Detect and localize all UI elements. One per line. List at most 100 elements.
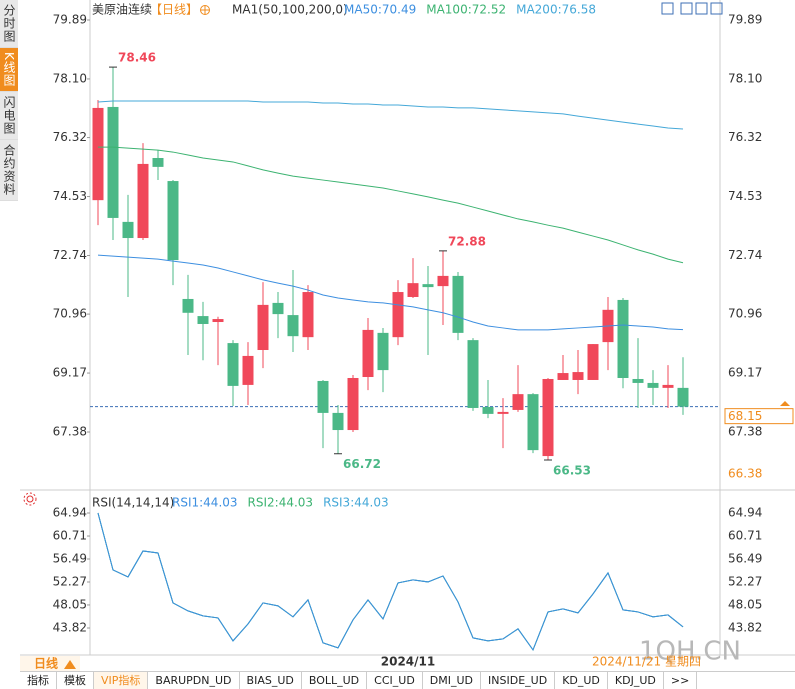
candle-body: [452, 275, 464, 333]
candle-body: [242, 355, 254, 385]
sidebar: 分时图 K线图 闪电图 合约资料: [0, 0, 18, 201]
y-tick-label-right: 60.71: [728, 529, 762, 543]
tool-tab[interactable]: BOLL_UD: [302, 672, 368, 689]
ma-line: [97, 100, 684, 130]
y-tick-label: 48.05: [53, 597, 87, 611]
y-tick-label: 79.89: [53, 13, 87, 27]
last-price-label: 68.15: [728, 409, 762, 423]
chart-title: 美原油连续: [92, 2, 152, 17]
rsi-icon-ring: [23, 492, 37, 506]
candle-body: [377, 332, 389, 371]
period-button[interactable]: 日线: [34, 656, 58, 671]
tool-tab[interactable]: KDJ_UD: [608, 672, 664, 689]
tool-tab[interactable]: DMI_UD: [423, 672, 482, 689]
candle-body: [287, 315, 299, 337]
legend-entry: MA100:72.52: [426, 3, 506, 17]
annotation: 78.46: [118, 51, 156, 65]
tool-tab[interactable]: 模板: [57, 672, 94, 689]
indicator-label: MA1(50,100,200,0): [232, 3, 348, 17]
y-tick-label-right: 76.32: [728, 130, 762, 144]
y-tick-label: 43.82: [53, 620, 87, 634]
add-icon[interactable]: [200, 5, 210, 15]
y-tick-label-right: 52.27: [728, 574, 762, 588]
watermark: 1QH.CN: [639, 637, 741, 667]
candle-body: [677, 387, 689, 407]
candle-body: [197, 316, 209, 324]
add-icon-circle: [200, 5, 210, 15]
y-tick-label: 74.53: [53, 189, 87, 203]
candle-body: [647, 382, 659, 388]
legend-entry: RSI1:44.03: [172, 496, 238, 510]
rsi-icon[interactable]: [23, 492, 37, 506]
icon-box[interactable]: [695, 2, 708, 15]
tool-tab[interactable]: 指标: [20, 672, 57, 689]
y-tick-label-right: 48.05: [728, 597, 762, 611]
candle-body: [542, 378, 554, 457]
rsi-line: [97, 512, 684, 651]
annotation: 66.53: [553, 464, 591, 478]
x-tick-label: 2024/11: [381, 655, 435, 669]
y-tick-label: 60.71: [53, 529, 87, 543]
icon-box[interactable]: [680, 2, 693, 15]
candle-body: [392, 292, 404, 338]
window-icons[interactable]: [661, 2, 723, 15]
period-arrow[interactable]: [64, 660, 76, 669]
candle-body: [257, 304, 269, 351]
candle-body: [167, 181, 179, 261]
side-tab[interactable]: 分时图: [0, 0, 18, 48]
candle-body: [362, 329, 374, 378]
candle-body: [497, 411, 509, 414]
candle-body: [212, 319, 224, 323]
y-tick-label: 78.10: [53, 71, 87, 85]
annotation: 66.72: [343, 457, 381, 471]
y-tick-label: 70.96: [53, 307, 87, 321]
tool-tab[interactable]: INSIDE_UD: [481, 672, 556, 689]
y-tick-label: 69.17: [53, 366, 87, 380]
tool-tab[interactable]: KD_UD: [555, 672, 608, 689]
y-tick-label: 52.27: [53, 574, 87, 588]
ma-line: [97, 254, 684, 331]
candle-body: [467, 340, 479, 408]
ma-line: [98, 146, 684, 264]
rsi-icon-circle: [26, 495, 34, 503]
candle-body: [587, 344, 599, 380]
candle-body: [107, 106, 119, 218]
y-tick-label: 64.94: [53, 506, 87, 520]
icon-box[interactable]: [710, 2, 723, 15]
price-arrow: [780, 401, 790, 406]
side-tab[interactable]: K线图: [0, 48, 18, 92]
lower-price-label: 66.38: [728, 466, 762, 480]
legend-entry: MA50:70.49: [344, 3, 416, 17]
tool-tab[interactable]: BIAS_UD: [240, 672, 302, 689]
y-tick-label-right: 67.38: [728, 425, 762, 439]
rsi-line: [97, 512, 684, 651]
side-tab[interactable]: 闪电图: [0, 91, 18, 140]
candle-body: [437, 275, 449, 287]
y-tick-label: 76.32: [53, 130, 87, 144]
tool-tab[interactable]: VIP指标: [94, 672, 149, 689]
toolbar: 指标 模板 VIP指标 BARUPDN_UD BIAS_UD BOLL_UD CCI_UD D…: [20, 671, 795, 689]
y-tick-label: 67.38: [53, 425, 87, 439]
candle-body: [662, 384, 674, 388]
candle-body: [347, 377, 359, 431]
tool-tab[interactable]: >>: [664, 672, 698, 689]
y-tick-label: 72.74: [53, 248, 87, 262]
chart-period[interactable]: 【日线】: [150, 3, 198, 17]
y-tick-label-right: 79.89: [728, 13, 762, 27]
candle-body: [92, 107, 104, 201]
legend-entry: RSI3:44.03: [323, 496, 389, 510]
y-tick-label-right: 43.82: [728, 620, 762, 634]
last-price-box: [724, 408, 794, 425]
candle-body: [332, 412, 344, 431]
side-tab[interactable]: 合约资料: [0, 139, 18, 201]
annotation: 72.88: [448, 234, 486, 248]
icon-box[interactable]: [661, 2, 674, 15]
period-button-bg[interactable]: [20, 656, 80, 671]
cursor-date: 2024/11/21 星期四: [592, 655, 701, 669]
y-tick-label-right: 56.49: [728, 552, 762, 566]
rsi-line: [97, 512, 684, 651]
tool-tab[interactable]: CCI_UD: [367, 672, 423, 689]
tool-tab[interactable]: BARUPDN_UD: [148, 672, 240, 689]
